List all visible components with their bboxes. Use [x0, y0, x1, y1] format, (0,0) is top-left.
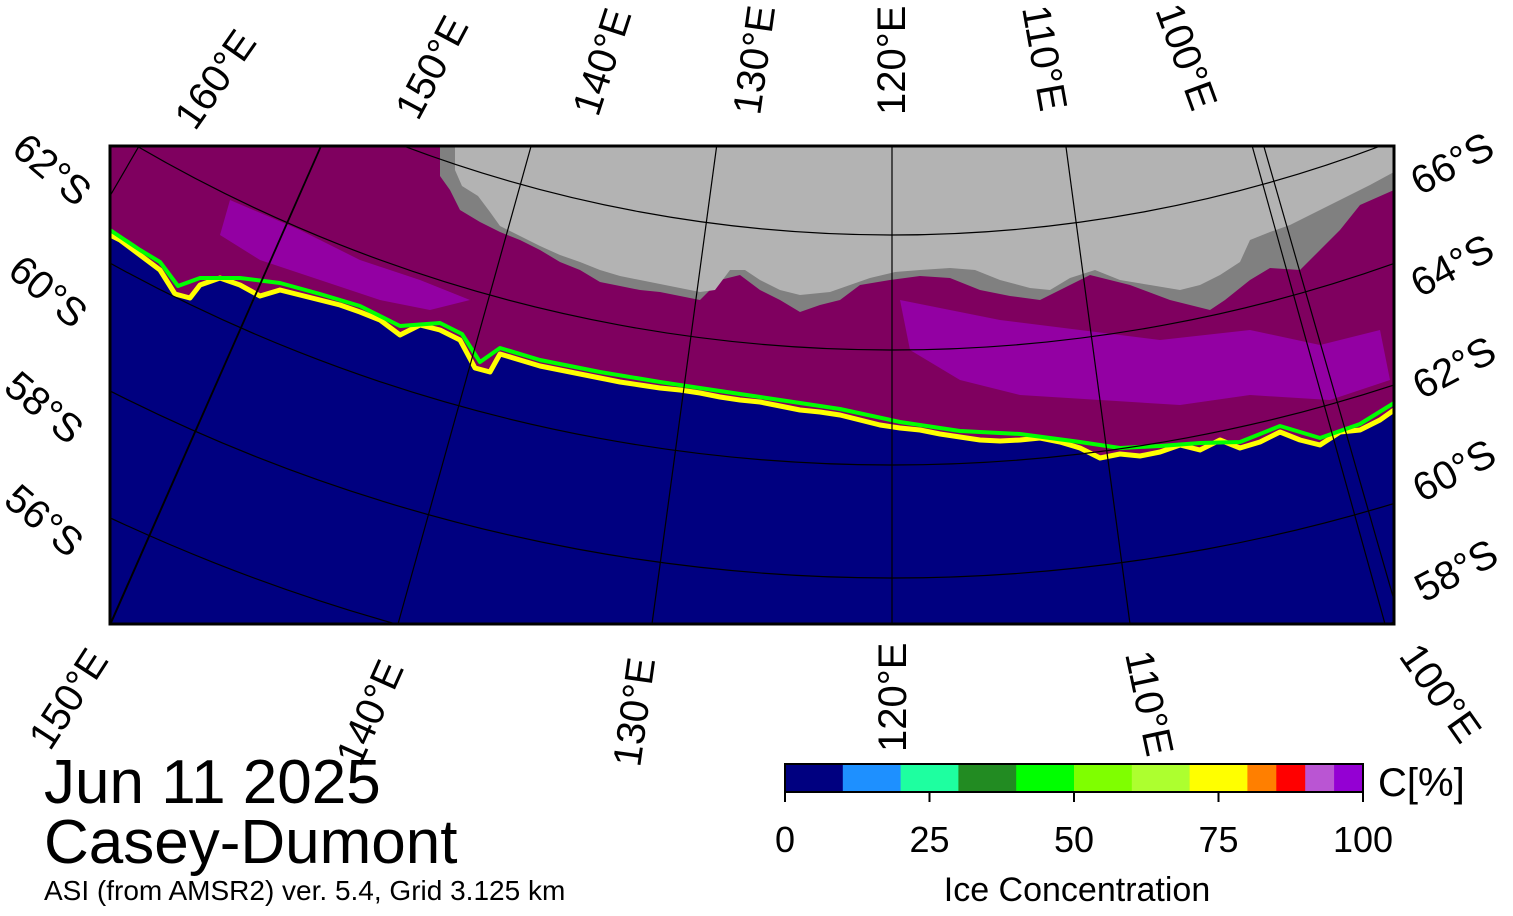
lon-label-top-130e: 130°E — [725, 3, 784, 117]
lon-label-bottom-120e: 120°E — [871, 643, 915, 752]
colorbar-ticks — [784, 792, 1364, 802]
lat-label-right-62s: 62°S — [1406, 328, 1504, 408]
meridian-line-6 — [1065, 146, 1131, 624]
colorbar-tick-100: 100 — [1333, 819, 1393, 860]
high-concentration-patches — [220, 200, 1390, 405]
left-latitude-labels: 62°S 60°S 58°S 56°S — [0, 125, 99, 566]
meridian-line-8 — [1263, 146, 1394, 601]
colorbar-bin-6 — [1131, 764, 1191, 792]
meridian-line-1 — [110, 146, 322, 624]
colorbar-unit: C[%] — [1378, 761, 1465, 805]
right-latitude-labels: 66°S 64°S 62°S 60°S 58°S — [1404, 124, 1506, 611]
colorbar-bin-4 — [1016, 764, 1075, 792]
data-source-note: ASI (from AMSR2) ver. 5.4, Grid 3.125 km — [44, 875, 566, 906]
lat-label-left-60s: 60°S — [0, 247, 95, 337]
colorbar-bin-10 — [1276, 764, 1306, 792]
colorbar-tick-50: 50 — [1054, 819, 1094, 860]
colorbar-bin-7 — [1189, 764, 1219, 792]
antarctic-land — [455, 146, 1394, 295]
colorbar-bin-3 — [958, 764, 1017, 792]
colorbar-tick-25: 25 — [909, 819, 949, 860]
lon-label-bottom-130e: 130°E — [605, 655, 664, 769]
colorbar-bin-2 — [900, 764, 959, 792]
lat-label-right-60s: 60°S — [1406, 431, 1504, 511]
lon-label-top-110e: 110°E — [1013, 2, 1075, 114]
lon-label-bottom-110e: 110°E — [1116, 647, 1181, 760]
lat-label-left-58s: 58°S — [0, 363, 91, 453]
lat-label-left-56s: 56°S — [0, 476, 91, 566]
colorbar-bin-8 — [1218, 764, 1248, 792]
colorbar-bin-9 — [1247, 764, 1277, 792]
colorbar-bin-12 — [1334, 764, 1364, 792]
lon-label-bottom-100e: 100°E — [1391, 636, 1490, 751]
lon-label-bottom-150e: 150°E — [21, 641, 117, 757]
meridian-line-4 — [651, 146, 718, 624]
colorbar-tick-0: 0 — [775, 819, 795, 860]
map-date: Jun 11 2025 — [44, 748, 381, 817]
colorbar-tick-labels: 0 25 50 75 100 — [775, 819, 1393, 860]
lat-label-right-58s: 58°S — [1408, 531, 1506, 611]
colorbar-bin-1 — [842, 764, 902, 792]
map-body — [110, 146, 1394, 624]
colorbar-bin-11 — [1305, 764, 1335, 792]
graticule — [110, 146, 1394, 624]
meridian-line-3 — [397, 146, 532, 624]
lat-label-right-66s: 66°S — [1404, 124, 1502, 204]
lon-label-top-140e: 140°E — [565, 3, 641, 121]
colorbar-title: Ice Concentration — [944, 871, 1211, 909]
meridian-line-7 — [1251, 146, 1386, 624]
colorbar-bins — [785, 764, 1364, 792]
colorbar: 0 25 50 75 100 C[%] Ice Concentration — [775, 761, 1465, 909]
colorbar-bin-0 — [785, 764, 844, 792]
lon-label-top-150e: 150°E — [387, 9, 477, 126]
lat-label-right-64s: 64°S — [1404, 226, 1502, 306]
region-name: Casey-Dumont — [44, 808, 458, 877]
meridian-line-2 — [110, 146, 323, 624]
lat-label-left-62s: 62°S — [4, 125, 99, 215]
colorbar-tick-75: 75 — [1198, 819, 1238, 860]
lon-label-top-100e: 100°E — [1147, 0, 1226, 116]
lon-label-top-160e: 160°E — [166, 22, 265, 137]
colorbar-bin-5 — [1074, 764, 1133, 792]
map-frame — [108, 144, 1396, 626]
top-longitude-labels: 160°E 150°E 140°E 130°E 120°E 110°E 100°… — [166, 0, 1225, 137]
ice-edge-inner-line — [110, 228, 1394, 450]
lon-label-top-120e: 120°E — [870, 6, 914, 115]
